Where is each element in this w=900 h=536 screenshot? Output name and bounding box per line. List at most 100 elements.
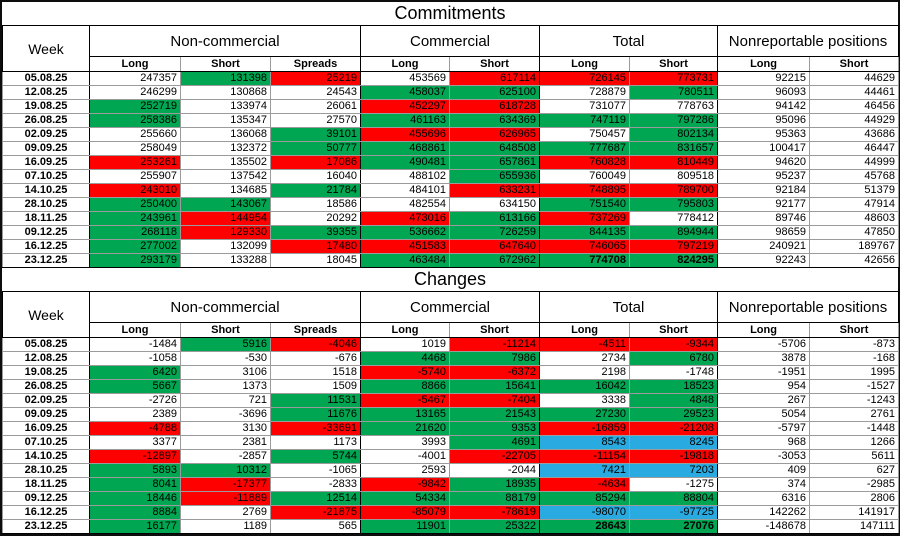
value-cell: 760049 (539, 169, 631, 184)
table-row: 16.12.25 277002 132099 17480 451583 647640 746… (2, 239, 900, 254)
value-cell: 134685 (180, 183, 271, 198)
value-cell: 21784 (270, 183, 361, 198)
table-row: 12.08.25 246299 130868 24543 458037 625100 728… (2, 85, 900, 100)
value-cell: -873 (809, 337, 900, 352)
week-cell: 28.10.25 (2, 463, 90, 478)
value-cell: 16177 (89, 519, 181, 534)
value-cell: 634369 (448, 113, 541, 128)
group-header-total: Total (539, 25, 719, 57)
value-cell: 18523 (629, 379, 719, 394)
group-header-non-commercial: Non-commercial (89, 25, 361, 57)
value-cell: -21208 (629, 421, 719, 436)
value-cell: 133288 (180, 253, 271, 268)
value-cell: 26061 (270, 99, 361, 114)
value-cell: 3377 (89, 435, 181, 450)
value-cell: 789700 (629, 183, 719, 198)
column-header-short: Short (629, 322, 719, 338)
value-cell: 44629 (809, 71, 900, 86)
value-cell: -4001 (360, 449, 450, 464)
value-cell: 43686 (809, 127, 900, 142)
table-row: 26.08.25 258386 135347 27570 461163 634369 747… (2, 113, 900, 128)
value-cell: -22705 (448, 449, 541, 464)
week-cell: 23.12.25 (2, 519, 90, 534)
value-cell: 44929 (809, 113, 900, 128)
value-cell: 2198 (539, 365, 631, 380)
value-cell: 48603 (809, 211, 900, 226)
value-cell: 44461 (809, 85, 900, 100)
value-cell: 4468 (360, 351, 450, 366)
value-cell: 618728 (448, 99, 541, 114)
value-cell: -2833 (270, 477, 361, 492)
value-cell: 47914 (809, 197, 900, 212)
value-cell: 94620 (717, 155, 811, 170)
value-cell: 29523 (629, 407, 719, 422)
value-cell: 243010 (89, 183, 181, 198)
week-cell: 07.10.25 (2, 435, 90, 450)
value-cell: 1189 (180, 519, 271, 534)
value-cell: -17377 (180, 477, 271, 492)
value-cell: 10312 (180, 463, 271, 478)
table-row: 26.08.25 5667 1373 1509 8866 15641 16042 18523 9… (2, 379, 900, 394)
value-cell: 2734 (539, 351, 631, 366)
value-cell: 750457 (539, 127, 631, 142)
table-row: 09.09.25 2389 -3696 11676 13165 21543 27230 295… (2, 407, 900, 422)
week-cell: 19.08.25 (2, 365, 90, 380)
value-cell: 458037 (360, 85, 450, 100)
table-row: 02.09.25 255660 136068 39101 455696 626965 750… (2, 127, 900, 142)
changes-section: Changes Week Non-commercial Commercial Tota… (2, 268, 900, 534)
week-cell: 12.08.25 (2, 351, 90, 366)
week-cell: 16.09.25 (2, 155, 90, 170)
value-cell: 894944 (629, 225, 719, 240)
week-cell: 26.08.25 (2, 113, 90, 128)
group-header-non-commercial: Non-commercial (89, 291, 361, 323)
value-cell: 1173 (270, 435, 361, 450)
value-cell: 96093 (717, 85, 811, 100)
value-cell: 8543 (539, 435, 631, 450)
value-cell: 8245 (629, 435, 719, 450)
value-cell: 11531 (270, 393, 361, 408)
column-header-short: Short (180, 56, 271, 72)
table-row: 16.09.25 -4788 3130 -33691 21620 9353 -16859 -2… (2, 421, 900, 436)
value-cell: 5916 (180, 337, 271, 352)
value-cell: 746065 (539, 239, 631, 254)
value-cell: 613166 (448, 211, 541, 226)
value-cell: -1243 (809, 393, 900, 408)
value-cell: 844135 (539, 225, 631, 240)
value-cell: 18935 (448, 477, 541, 492)
value-cell: 137542 (180, 169, 271, 184)
value-cell: 374 (717, 477, 811, 492)
value-cell: 954 (717, 379, 811, 394)
value-cell: 293179 (89, 253, 181, 268)
value-cell: -9344 (629, 337, 719, 352)
column-header-short: Short (448, 322, 541, 338)
value-cell: 802134 (629, 127, 719, 142)
week-cell: 09.09.25 (2, 407, 90, 422)
value-cell: 726145 (539, 71, 631, 86)
value-cell: 778763 (629, 99, 719, 114)
value-cell: 1518 (270, 365, 361, 380)
table-row: 18.11.25 8041 -17377 -2833 -9842 18935 -4634 -1… (2, 477, 900, 492)
value-cell: -676 (270, 351, 361, 366)
week-cell: 14.10.25 (2, 183, 90, 198)
value-cell: 409 (717, 463, 811, 478)
value-cell: 27230 (539, 407, 631, 422)
value-cell: 809518 (629, 169, 719, 184)
value-cell: 3993 (360, 435, 450, 450)
value-cell: -4788 (89, 421, 181, 436)
table-row: 18.11.25 243961 144954 20292 473016 613166 737… (2, 211, 900, 226)
column-header-short: Short (180, 322, 271, 338)
value-cell: -148678 (717, 519, 811, 534)
table-row: 07.10.25 255907 137542 16040 488102 655936 760… (2, 169, 900, 184)
value-cell: 42656 (809, 253, 900, 268)
value-cell: 95096 (717, 113, 811, 128)
value-cell: 634150 (448, 197, 541, 212)
week-cell: 19.08.25 (2, 99, 90, 114)
value-cell: 258386 (89, 113, 181, 128)
group-header-commercial: Commercial (359, 291, 541, 323)
column-header-long: Long (360, 322, 450, 338)
value-cell: 1995 (809, 365, 900, 380)
value-cell: 626965 (448, 127, 541, 142)
value-cell: 277002 (89, 239, 181, 254)
table-row: 28.10.25 250400 143067 18586 482554 634150 751… (2, 197, 900, 212)
value-cell: 737269 (539, 211, 631, 226)
